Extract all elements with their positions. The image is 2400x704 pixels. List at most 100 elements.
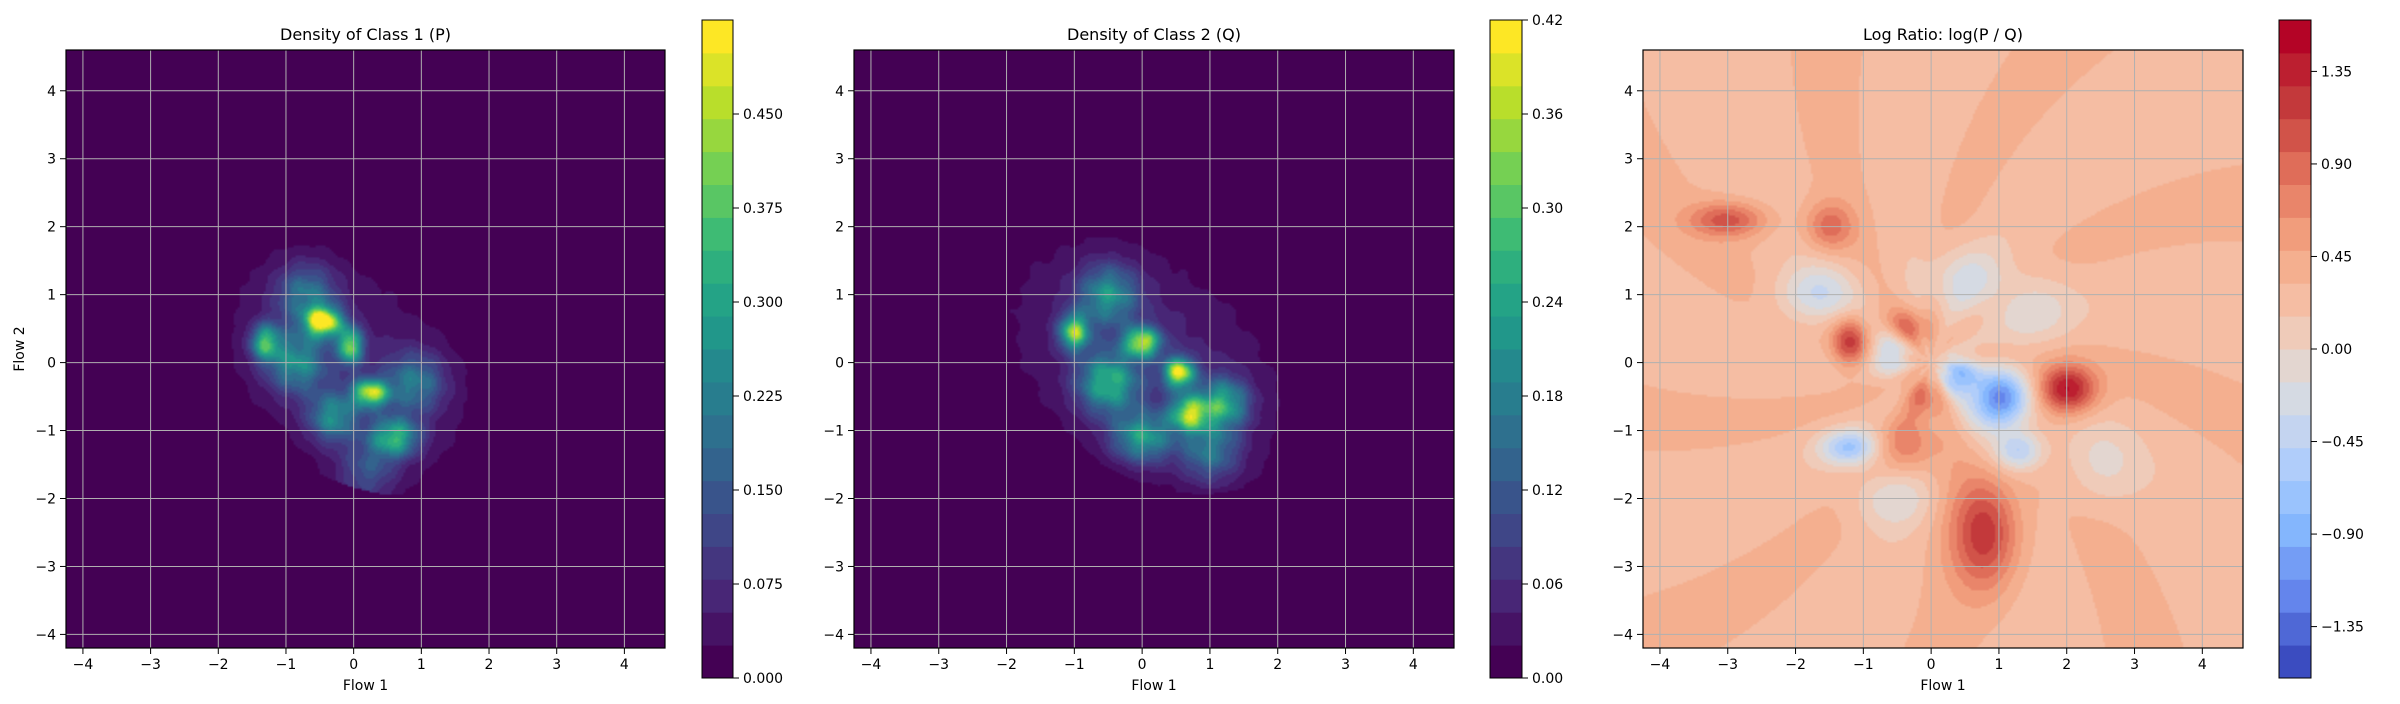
colorbar-band — [1490, 184, 1522, 218]
log-ratio-heatmap — [1643, 50, 2243, 648]
y-tick-label: 0 — [47, 356, 56, 372]
grid-lines — [66, 50, 665, 648]
x-tick-label: −3 — [1717, 657, 1738, 673]
colorbar-band — [2279, 579, 2311, 613]
colorbar-band — [2279, 20, 2311, 54]
y-tick-label: 0 — [835, 356, 844, 372]
x-tick-label: −1 — [1853, 657, 1874, 673]
colorbar-band — [702, 381, 733, 416]
x-tick-label: −3 — [140, 657, 161, 673]
x-tick-label: −4 — [861, 657, 882, 673]
x-axis-label: Flow 1 — [1131, 678, 1176, 694]
y-tick-label: −3 — [1612, 559, 1633, 575]
colorbar-band — [1490, 381, 1522, 416]
colorbar-band — [702, 217, 733, 251]
colorbar-band — [2279, 381, 2311, 416]
x-tick-label: −2 — [996, 657, 1017, 673]
x-tick-label: 3 — [1341, 657, 1350, 673]
colorbar-tick-label: 0.18 — [1532, 389, 1563, 405]
colorbar-band — [702, 546, 733, 580]
colorbar-band — [702, 612, 733, 646]
density-heatmap-p — [66, 50, 665, 648]
x-tick-label: 0 — [1927, 657, 1936, 673]
x-tick-label: −2 — [1785, 657, 1806, 673]
x-tick-label: 4 — [1409, 657, 1418, 673]
colorbar-band — [2279, 217, 2311, 251]
chart-title: Density of Class 2 (Q) — [1067, 25, 1241, 44]
y-tick-label: 4 — [1624, 84, 1633, 100]
colorbar-band — [2279, 52, 2311, 87]
colorbar-band — [702, 513, 733, 547]
y-tick-label: −4 — [823, 627, 844, 643]
x-tick-label: −2 — [208, 657, 229, 673]
x-tick-label: 2 — [2062, 657, 2071, 673]
colorbar-band — [1490, 447, 1522, 482]
x-tick-label: 1 — [1994, 657, 2003, 673]
x-axis-ticks: −4 −3 −2 −1 0 1 2 3 4 — [73, 648, 629, 673]
x-tick-label: −3 — [928, 657, 949, 673]
colorbar-tick-label: 0.90 — [2321, 157, 2352, 173]
x-tick-label: 3 — [552, 657, 561, 673]
grid-lines — [1643, 50, 2243, 648]
x-tick-label: 4 — [620, 657, 629, 673]
y-tick-label: −3 — [823, 559, 844, 575]
colorbar-tick-label: 0.150 — [743, 483, 783, 499]
colorbar-tick-label: 0.06 — [1532, 577, 1563, 593]
colorbar-tick-label: 0.42 — [1532, 13, 1563, 29]
colorbar-band — [1490, 151, 1522, 185]
x-axis-label: Flow 1 — [1920, 678, 1965, 694]
y-tick-label: 3 — [47, 152, 56, 168]
colorbar-tick-label: 0.225 — [743, 389, 783, 405]
colorbar-band — [1490, 52, 1522, 87]
colorbar-band — [2279, 414, 2311, 449]
colorbar-band — [702, 480, 733, 514]
colorbar: 0.000 0.075 0.150 0.225 0.300 0.375 0.450 — [701, 19, 783, 687]
colorbar-band — [1490, 414, 1522, 449]
colorbar-tick-label: −1.35 — [2321, 620, 2364, 636]
colorbar-tick-label: 0.36 — [1532, 107, 1563, 123]
colorbar-tick-label: −0.90 — [2321, 527, 2364, 543]
chart-title: Density of Class 1 (P) — [280, 25, 451, 44]
x-tick-label: −4 — [1650, 657, 1671, 673]
x-tick-label: −1 — [276, 657, 297, 673]
y-axis-ticks: −4 −3 −2 −1 0 1 2 3 4 — [35, 84, 66, 643]
x-tick-label: 0 — [1138, 657, 1147, 673]
colorbar-frame — [701, 19, 734, 679]
heatmap-image — [66, 50, 665, 648]
y-tick-label: −4 — [1612, 627, 1633, 643]
x-tick-label: −4 — [73, 657, 94, 673]
colorbar-band — [2279, 283, 2311, 317]
colorbar-band — [2279, 513, 2311, 547]
y-tick-label: 4 — [47, 84, 56, 100]
colorbar-tick-label: 0.00 — [2321, 342, 2352, 358]
colorbar-band — [1490, 612, 1522, 646]
chart-title: Log Ratio: log(P / Q) — [1863, 25, 2023, 44]
colorbar-tick-label: 0.30 — [1532, 201, 1563, 217]
y-axis-label: Flow 2 — [12, 326, 28, 371]
colorbar: −1.35 −0.90 −0.45 0.00 0.45 0.90 1.35 — [2278, 19, 2364, 679]
y-tick-label: −2 — [823, 492, 844, 508]
colorbar-tick-label: 0.450 — [743, 107, 783, 123]
y-tick-label: −1 — [823, 424, 844, 440]
y-tick-label: −3 — [35, 559, 56, 575]
colorbar-band — [702, 349, 733, 383]
colorbar-band — [1490, 118, 1522, 153]
colorbar-band — [2279, 184, 2311, 218]
colorbar-band — [1490, 283, 1522, 317]
colorbar-band — [702, 52, 733, 87]
plot-frame — [65, 49, 666, 649]
colorbar-band — [702, 151, 733, 185]
y-axis-ticks: −4 −3 −2 −1 0 1 2 3 4 — [823, 84, 854, 643]
colorbar-frame — [1489, 19, 1523, 679]
x-tick-label: 1 — [1205, 657, 1214, 673]
colorbar-tick-label: 0.075 — [743, 577, 783, 593]
y-tick-label: −2 — [35, 492, 56, 508]
colorbar-tick-label: 0.24 — [1532, 295, 1563, 311]
y-tick-label: 1 — [1624, 288, 1633, 304]
panel-log-ratio: −4 −3 −2 −1 0 1 2 3 4 −4 −3 −2 −1 0 1 2 3 4 Log Ratio: l… — [1612, 19, 2364, 694]
colorbar-tick-label: 0.300 — [743, 295, 783, 311]
colorbar-band — [2279, 447, 2311, 482]
colorbar-band — [702, 283, 733, 317]
